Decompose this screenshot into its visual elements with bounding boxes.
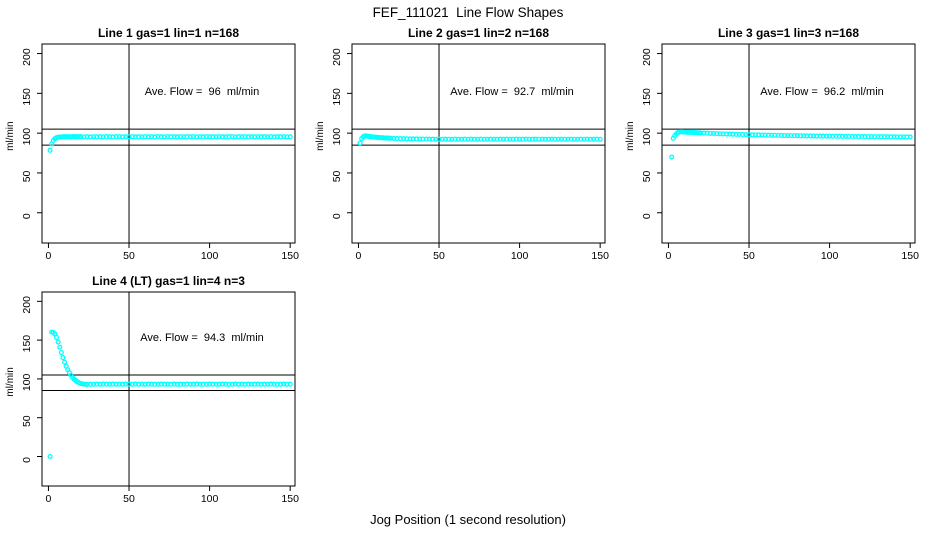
y-tick-label: 150 bbox=[21, 335, 33, 353]
data-point bbox=[597, 136, 603, 142]
y-tick-label: 150 bbox=[641, 88, 653, 106]
x-tick-label: 100 bbox=[821, 250, 839, 262]
y-tick-label: 150 bbox=[331, 88, 343, 106]
y-axis-title: ml/min bbox=[625, 121, 636, 150]
data-point bbox=[287, 134, 293, 140]
y-axis-title: ml/min bbox=[5, 367, 16, 396]
panel-2-title: Line 2 gas=1 lin=2 n=168 bbox=[407, 26, 550, 40]
y-axis-title: ml/min bbox=[5, 121, 16, 150]
panel-4-title: Line 4 (LT) gas=1 lin=4 n=3 bbox=[92, 274, 245, 288]
plot-box-panel-2 bbox=[351, 43, 606, 244]
x-tick-label: 50 bbox=[433, 250, 445, 262]
y-tick-label: 0 bbox=[21, 457, 33, 463]
x-tick-label: 100 bbox=[201, 493, 219, 505]
x-tick-label: 150 bbox=[281, 250, 299, 262]
y-tick-label: 50 bbox=[641, 170, 653, 182]
y-tick-label: 0 bbox=[21, 213, 33, 219]
y-tick-label: 100 bbox=[21, 373, 33, 391]
x-tick-label: 150 bbox=[591, 250, 609, 262]
plot-box-panel-4 bbox=[41, 291, 296, 487]
y-tick-label: 50 bbox=[21, 170, 33, 182]
data-point bbox=[55, 339, 61, 345]
x-tick-label: 150 bbox=[901, 250, 919, 262]
y-tick-label: 200 bbox=[21, 296, 33, 314]
data-point bbox=[357, 140, 363, 146]
y-tick-label: 50 bbox=[331, 170, 343, 182]
panel-1-title: Line 1 gas=1 lin=1 n=168 bbox=[97, 26, 240, 40]
x-tick-label: 50 bbox=[743, 250, 755, 262]
x-tick-label: 100 bbox=[201, 250, 219, 262]
y-axis-title: ml/min bbox=[315, 121, 326, 150]
y-tick-label: 150 bbox=[21, 88, 33, 106]
data-point bbox=[53, 334, 60, 340]
panel-1-ave-flow-annotation: Ave. Flow = 96 ml/min bbox=[144, 86, 260, 98]
data-point bbox=[47, 453, 53, 460]
plot-box-panel-1 bbox=[41, 43, 296, 244]
panel-3-ave-flow-annotation: Ave. Flow = 96.2 ml/min bbox=[760, 86, 884, 98]
y-tick-label: 100 bbox=[641, 128, 653, 146]
plot-box-panel-3 bbox=[661, 43, 916, 244]
x-tick-label: 0 bbox=[666, 250, 672, 262]
panel-3-title: Line 3 gas=1 lin=3 n=168 bbox=[717, 26, 860, 40]
y-tick-label: 0 bbox=[331, 213, 343, 219]
y-tick-label: 200 bbox=[21, 48, 33, 66]
y-tick-label: 100 bbox=[331, 128, 343, 146]
x-tick-label: 50 bbox=[123, 493, 135, 505]
x-tick-label: 0 bbox=[46, 250, 52, 262]
figure-title: FEF_111021 Line Flow Shapes bbox=[372, 5, 564, 20]
data-point bbox=[60, 355, 66, 361]
panel-2-ave-flow-annotation: Ave. Flow = 92.7 ml/min bbox=[450, 86, 574, 98]
x-tick-label: 50 bbox=[123, 250, 135, 262]
x-tick-label: 100 bbox=[511, 250, 529, 262]
data-point bbox=[287, 381, 293, 387]
panel-4-ave-flow-annotation: Ave. Flow = 94.3 ml/min bbox=[140, 332, 264, 344]
y-tick-label: 200 bbox=[331, 48, 343, 66]
y-tick-label: 200 bbox=[641, 48, 653, 66]
y-tick-label: 50 bbox=[21, 415, 33, 427]
x-tick-label: 150 bbox=[281, 493, 299, 505]
data-point bbox=[57, 344, 63, 350]
y-tick-label: 0 bbox=[641, 213, 653, 219]
y-tick-label: 100 bbox=[21, 128, 33, 146]
x-tick-label: 0 bbox=[46, 493, 52, 505]
data-point bbox=[58, 349, 64, 356]
x-axis-title: Jog Position (1 second resolution) bbox=[370, 512, 566, 527]
x-tick-label: 0 bbox=[356, 250, 362, 262]
data-point bbox=[62, 359, 68, 365]
data-point bbox=[47, 147, 53, 153]
data-point bbox=[669, 154, 675, 160]
data-point bbox=[907, 134, 913, 140]
